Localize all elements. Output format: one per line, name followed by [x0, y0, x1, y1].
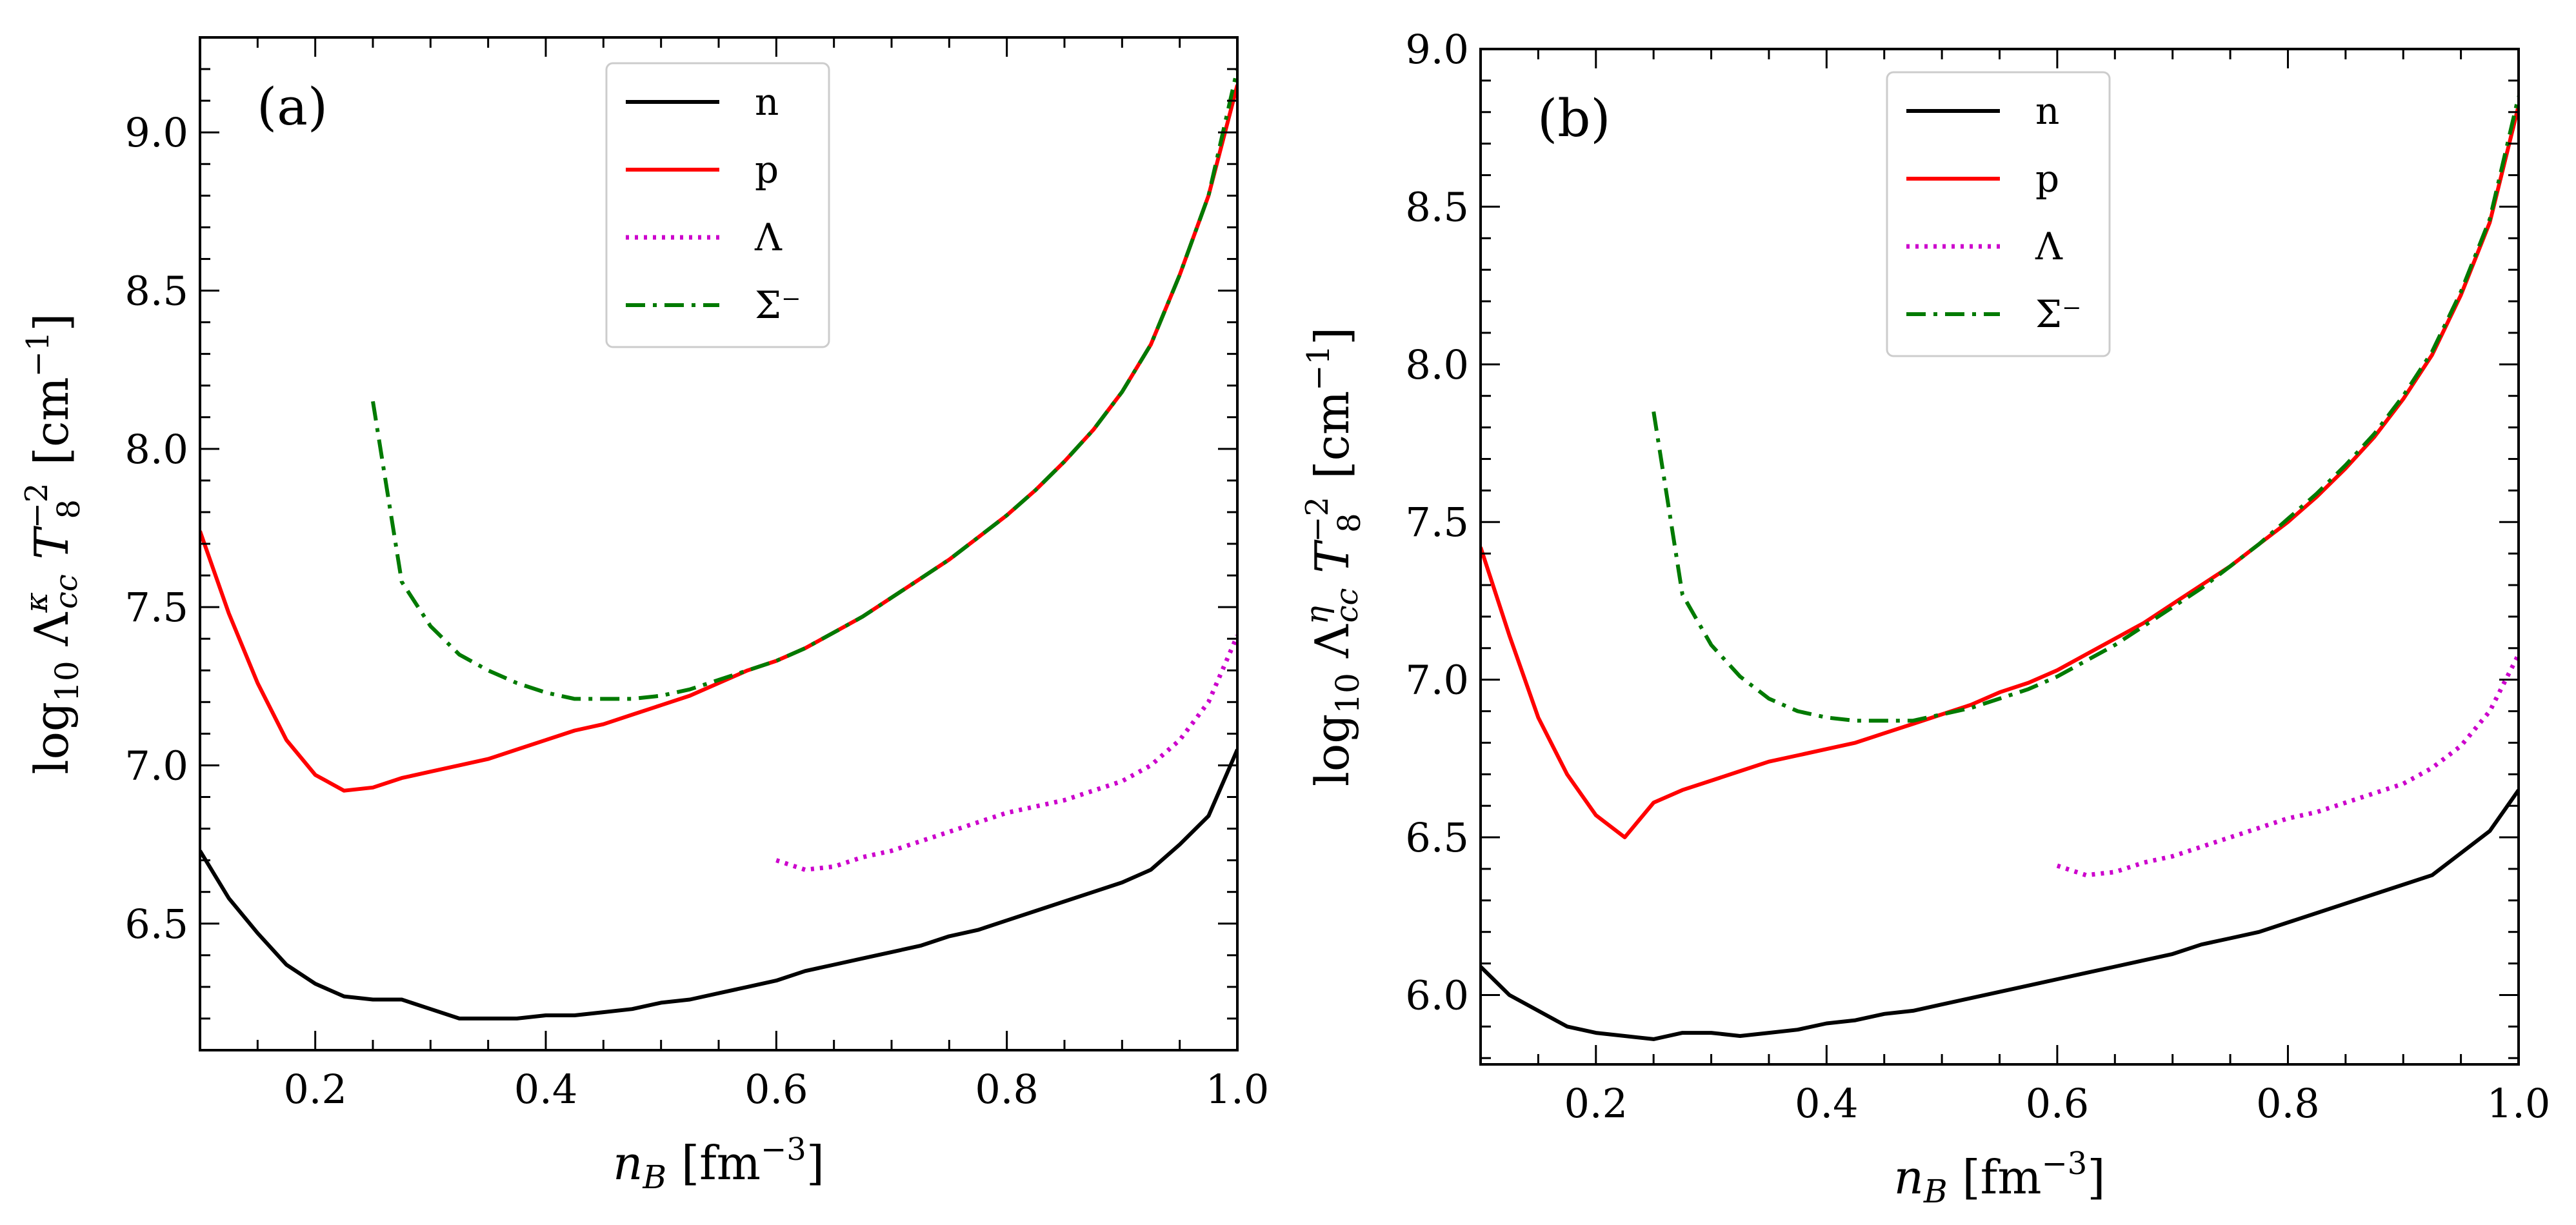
legend-box [605, 62, 830, 348]
legend-label: p [755, 148, 779, 192]
legend: npΛ Σ⁻ [605, 62, 830, 348]
panel-b: 0.2 0.4 0.6 0.8 1.0 6.0 6.5 7.0 7.5 8.0 8.5 9.0 (b) n… [1299, 26, 2550, 1210]
y-tick-label: 8.5 [125, 268, 188, 315]
y-tick-label: 7.0 [1405, 657, 1469, 704]
x-tick-label: 0.2 [1564, 1080, 1628, 1127]
x-tick-label: 1.0 [1206, 1066, 1270, 1113]
x-tick-label: 1.0 [2487, 1080, 2551, 1127]
y-tick-label: 6.5 [125, 901, 188, 948]
legend-label: p [2035, 157, 2059, 201]
y-tick-label: 8.5 [1405, 183, 1469, 230]
legend-label: n [755, 80, 779, 124]
y-axis-label: log10 Ληcc T−28 [cm−1] [1299, 327, 1368, 786]
x-axis-label: nB [fm−3] [1894, 1146, 2106, 1210]
x-tick-label: 0.6 [744, 1066, 808, 1113]
y-tick-label: 7.0 [125, 742, 188, 789]
y-axis-label: log10 Λκcc T−28 [cm−1] [19, 314, 87, 775]
series-line-p [1481, 105, 2519, 839]
x-tick-label: 0.4 [514, 1066, 578, 1113]
x-tick-label: 0.6 [2026, 1080, 2090, 1127]
panel-label: (a) [257, 77, 328, 137]
x-tick-label: 0.4 [1795, 1080, 1859, 1127]
y-tick-label: 9.0 [1405, 26, 1469, 73]
series-group [200, 68, 1237, 1021]
legend-label: Σ⁻ [755, 283, 801, 327]
series-line-n [200, 748, 1237, 1021]
x-axis-label: nB [fm−3] [613, 1131, 824, 1196]
series-line-sigma-minus [371, 68, 1237, 701]
y-tick-label: 8.0 [125, 426, 188, 473]
x-tick-label: 0.2 [283, 1066, 347, 1113]
legend-label: Σ⁻ [2035, 292, 2082, 336]
y-tick-label: 7.5 [1405, 499, 1469, 546]
series-group [1481, 95, 2519, 1041]
y-tick-label: 6.5 [1405, 814, 1469, 861]
legend-label: n [2035, 89, 2059, 133]
x-tick-label: 0.8 [2256, 1080, 2320, 1127]
panel-a: 0.2 0.4 0.6 0.8 1.0 6.5 7.0 7.5 8.0 8.5 9.0 (a) nB [… [19, 36, 1270, 1196]
series-line-sigma-minus [1652, 95, 2519, 723]
y-tick-label: 7.5 [125, 584, 188, 631]
legend-box [1886, 71, 2111, 357]
x-tick-label: 0.8 [975, 1066, 1039, 1113]
y-tick-label: 9.0 [125, 109, 188, 156]
legend-label: Λ [754, 215, 783, 259]
y-tick-label: 8.0 [1405, 341, 1469, 388]
series-line-n [1481, 788, 2519, 1041]
y-tick-label: 6.0 [1405, 971, 1469, 1019]
legend-label: Λ [2035, 224, 2063, 268]
legend: npΛ Σ⁻ [1886, 71, 2111, 357]
panel-label: (b) [1537, 88, 1611, 148]
